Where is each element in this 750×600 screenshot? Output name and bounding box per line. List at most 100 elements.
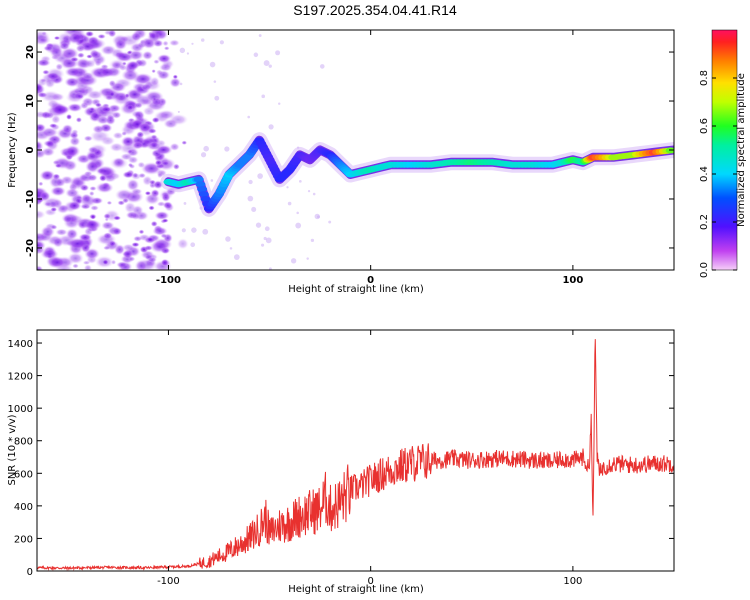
noise-speckle <box>89 186 97 191</box>
noise-speckle <box>97 33 106 39</box>
noise-speckle <box>82 260 91 265</box>
noise-speckle <box>141 50 154 60</box>
noise-speckle <box>58 42 71 51</box>
snr-x-label: Height of straight line (km) <box>288 584 424 595</box>
spectrogram-x-tick-label: 0 <box>367 275 374 286</box>
noise-speckle <box>275 50 281 56</box>
noise-speckle <box>131 212 140 221</box>
noise-speckle <box>156 201 166 207</box>
noise-speckle <box>121 68 140 82</box>
noise-speckle <box>39 169 56 182</box>
noise-speckle <box>96 233 117 246</box>
snr-x-tick-label: 100 <box>563 576 582 587</box>
noise-speckle <box>157 109 176 120</box>
noise-speckle <box>209 61 216 68</box>
noise-speckle <box>299 180 302 183</box>
noise-speckle <box>163 46 170 51</box>
noise-speckle <box>258 34 262 37</box>
noise-speckle <box>69 136 81 147</box>
noise-speckle <box>65 188 80 199</box>
noise-speckle <box>161 193 171 202</box>
noise-speckle <box>115 51 134 63</box>
noise-speckle <box>37 123 47 133</box>
noise-speckle <box>69 56 79 63</box>
noise-speckle <box>105 115 116 126</box>
noise-speckle <box>169 142 180 151</box>
noise-speckle <box>191 42 194 45</box>
ridge-point <box>198 191 209 198</box>
noise-speckle <box>126 178 140 192</box>
noise-speckle <box>261 94 266 99</box>
snr-x-axis: -100 0 100 <box>157 330 582 587</box>
noise-speckle <box>55 63 64 71</box>
noise-speckle <box>127 156 139 164</box>
noise-speckle <box>169 77 182 88</box>
noise-speckle <box>92 124 105 134</box>
colorbar-tick-label: 0.6 <box>699 118 710 134</box>
noise-speckle <box>64 66 82 78</box>
noise-speckle <box>149 240 170 254</box>
snr-y-tick-label: 600 <box>14 469 33 480</box>
noise-speckle <box>78 172 95 183</box>
noise-speckle <box>101 221 115 230</box>
spectrogram-x-tick-label: -100 <box>156 275 181 286</box>
noise-speckle <box>57 204 70 212</box>
noise-speckle <box>156 54 172 64</box>
noise-speckle <box>71 129 79 135</box>
noise-speckle <box>49 46 64 59</box>
noise-speckle <box>210 179 214 182</box>
noise-speckle <box>310 238 315 243</box>
noise-speckle <box>137 58 148 68</box>
noise-speckle <box>164 203 175 212</box>
noise-speckle <box>122 197 129 204</box>
noise-speckle <box>257 173 263 179</box>
noise-speckle <box>251 206 257 212</box>
noise-speckle <box>154 211 170 221</box>
noise-speckle <box>202 228 209 235</box>
noise-speckle <box>95 182 114 194</box>
noise-speckle <box>45 72 61 81</box>
noise-speckle <box>149 76 160 87</box>
colorbar-gradient <box>712 30 737 270</box>
noise-speckle <box>103 245 111 251</box>
spectrogram-x-label: Height of straight line (km) <box>288 284 424 295</box>
noise-speckle <box>268 64 272 68</box>
noise-speckle <box>248 179 253 185</box>
noise-speckle <box>51 103 69 117</box>
snr-y-tick-label: 1200 <box>8 372 33 383</box>
noise-speckle <box>190 242 196 248</box>
noise-speckle <box>295 222 302 229</box>
noise-speckle <box>224 146 230 152</box>
noise-speckle <box>94 255 114 269</box>
noise-speckle <box>128 163 136 169</box>
noise-speckle <box>100 106 112 113</box>
noise-speckle <box>268 124 274 130</box>
noise-speckle <box>51 114 61 124</box>
noise-speckle <box>268 267 272 270</box>
noise-speckle <box>214 95 220 101</box>
noise-speckle <box>177 110 180 113</box>
noise-speckle <box>64 144 81 158</box>
noise-speckle <box>183 202 187 205</box>
noise-speckle <box>137 122 152 133</box>
colorbar-tick-label: 0.4 <box>699 166 710 182</box>
noise-speckle <box>126 104 134 111</box>
noise-speckle <box>176 238 189 250</box>
noise-speckle <box>186 52 190 55</box>
noise-speckle <box>247 195 254 202</box>
noise-speckle <box>72 263 79 269</box>
snr-series-line <box>37 339 674 571</box>
colorbar-axis: 0.0 0.2 0.4 0.6 0.8 <box>699 70 737 278</box>
noise-speckle <box>287 201 292 206</box>
noise-speckle <box>264 226 270 232</box>
snr-background <box>37 330 674 571</box>
noise-speckle <box>95 165 116 177</box>
noise-speckle <box>106 200 113 205</box>
noise-speckle <box>79 194 97 208</box>
noise-speckle <box>138 229 145 235</box>
noise-speckle <box>144 192 160 205</box>
noise-speckle <box>73 91 86 101</box>
noise-speckle <box>103 213 112 220</box>
